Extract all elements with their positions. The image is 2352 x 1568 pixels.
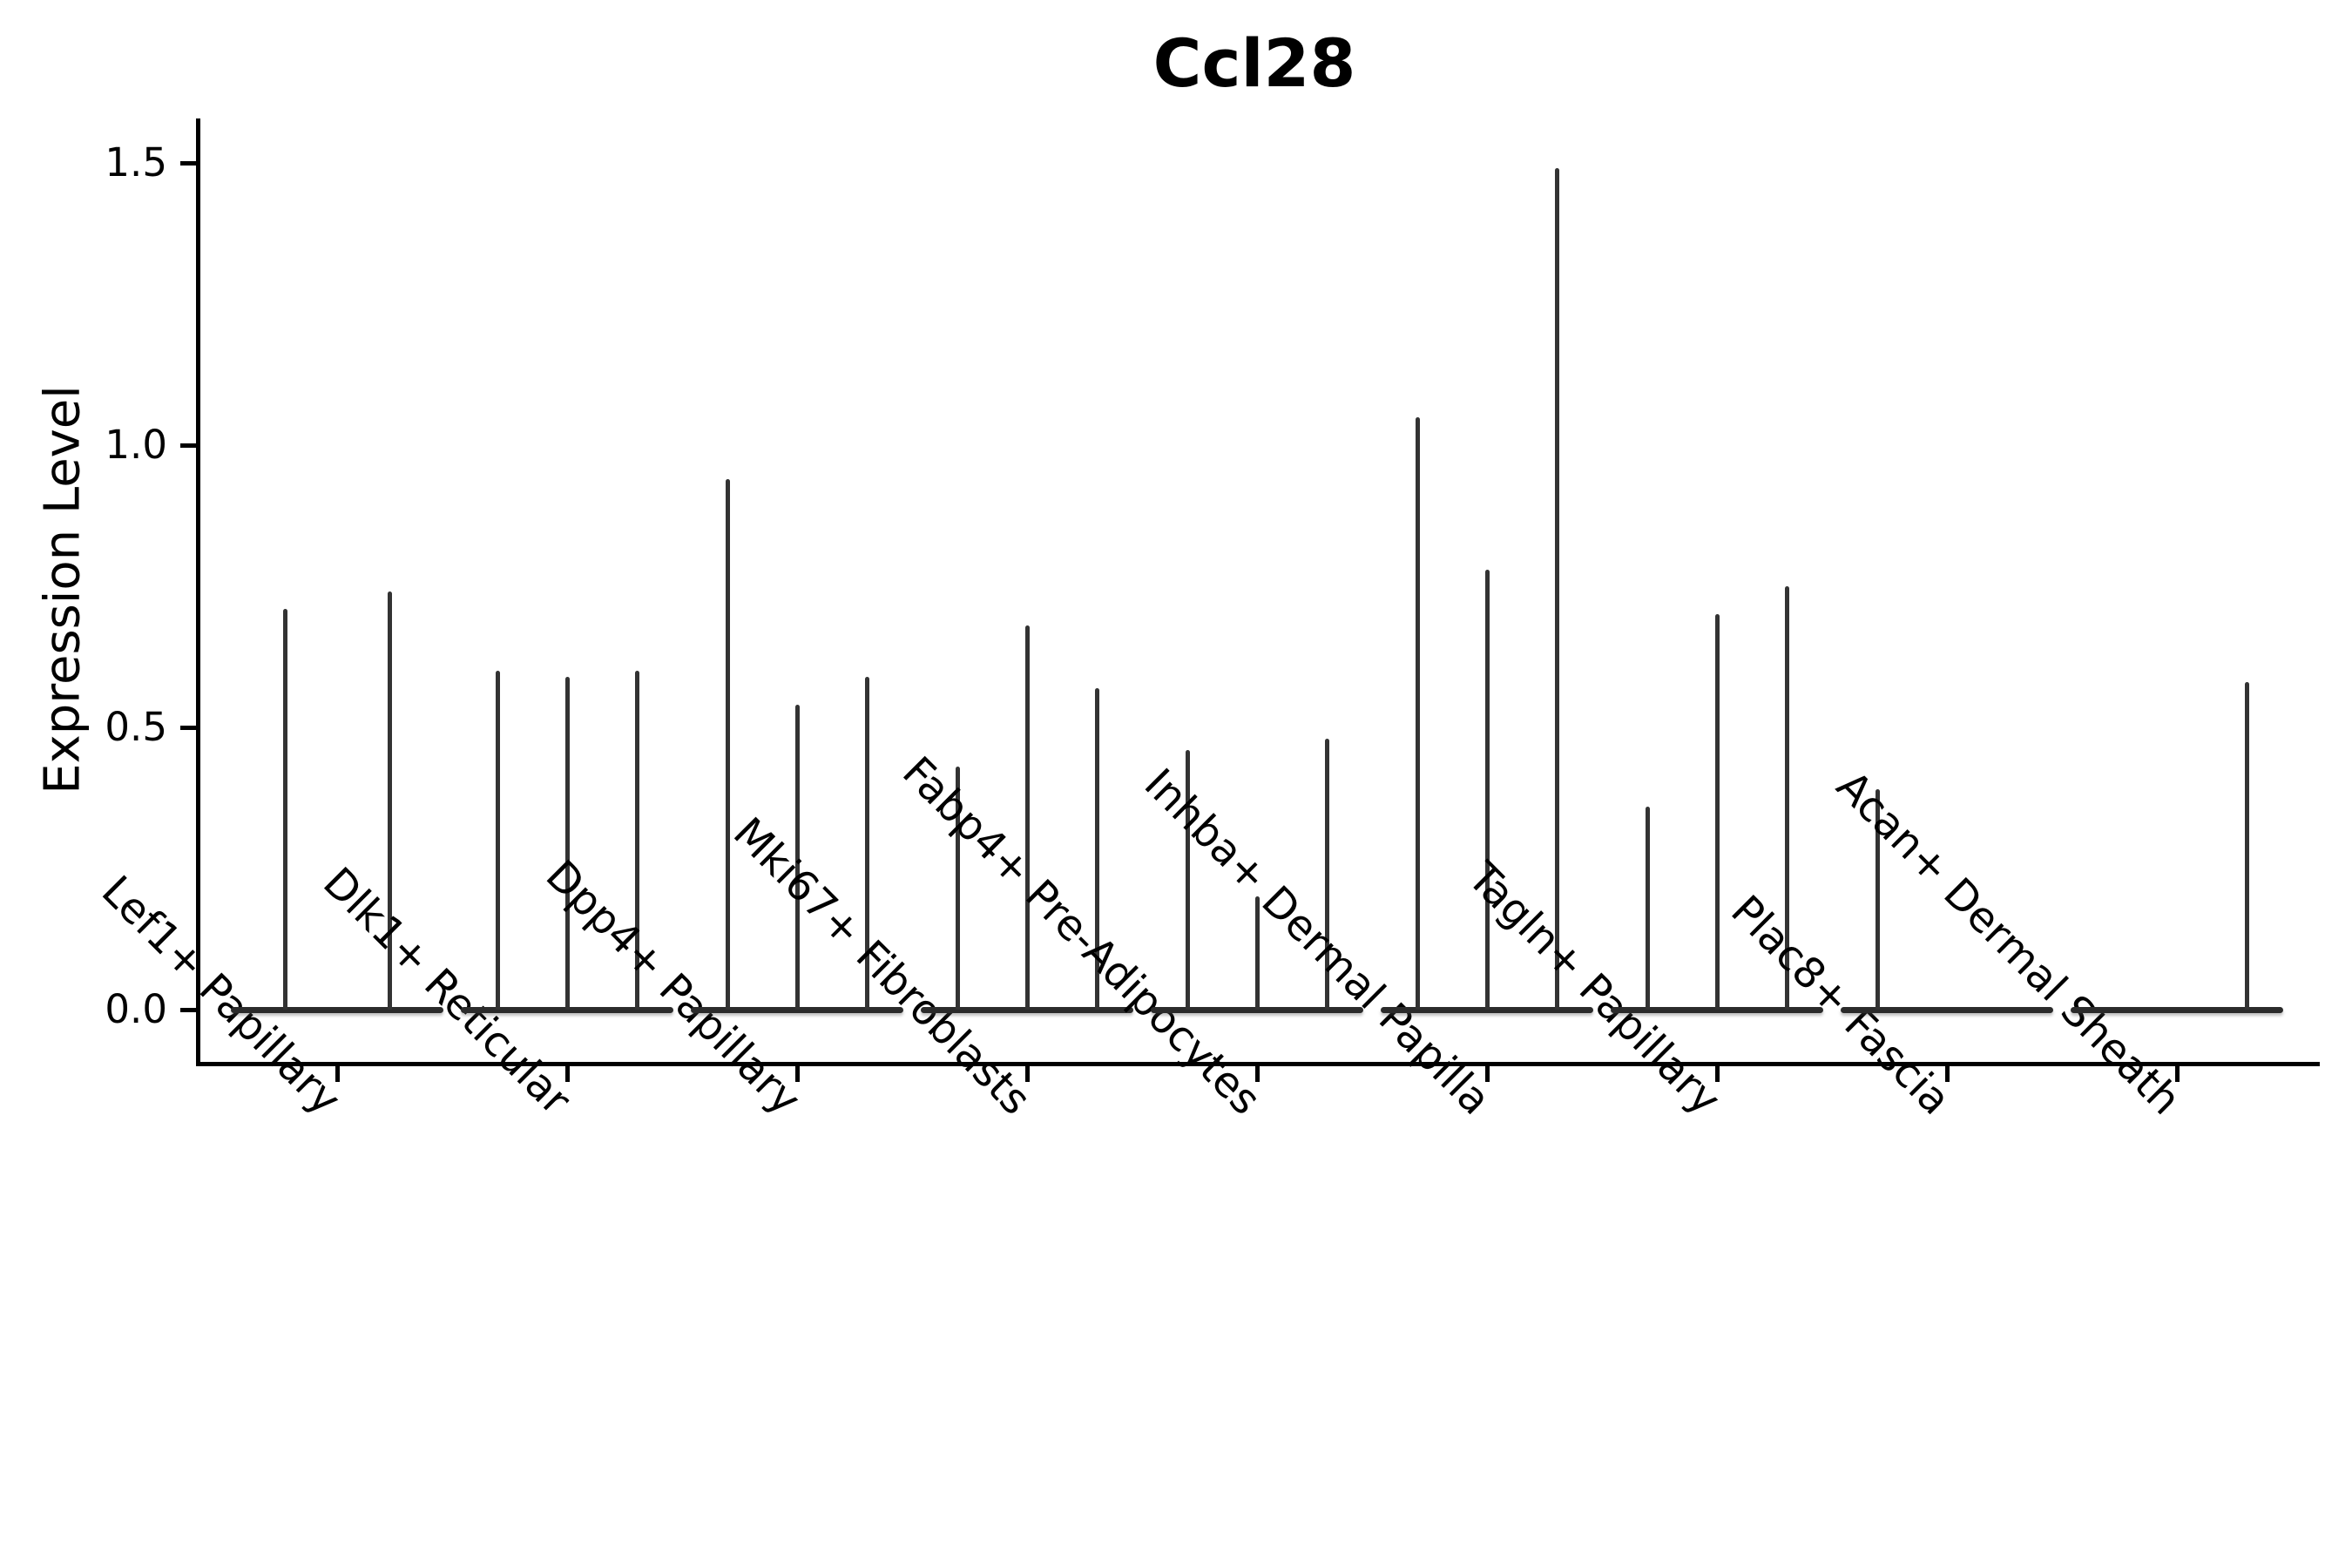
violin-baseline [1841,1007,2053,1013]
violin-spike [282,608,287,1010]
violin-baseline [461,1007,673,1013]
violin-spike [1875,789,1880,1010]
y-axis-spine [196,118,200,1066]
x-tick-mark [1715,1066,1720,1082]
chart-title: Ccl28 [1152,24,1356,102]
violin-baseline [1611,1007,1823,1013]
x-tick-mark [1255,1066,1260,1082]
violin-baseline [691,1007,903,1013]
x-tick-mark [1945,1066,1950,1082]
x-tick-label: Plac8+ Fascia [1721,886,1960,1125]
violin-spike [1714,614,1720,1010]
y-tick-mark [180,443,198,448]
violin-baseline [921,1007,1133,1013]
y-tick-label: 0.0 [105,986,167,1032]
violin-spike [1415,416,1420,1010]
x-tick-label: Dlk1+ Reticular [314,858,580,1125]
violin-spike [794,705,800,1010]
x-tick-mark [1485,1066,1490,1082]
y-tick-label: 1.0 [105,422,167,468]
x-tick-mark [2175,1066,2180,1082]
violin-spike [1645,806,1650,1010]
x-tick-label: Dpp4+ Papillary [536,850,810,1125]
y-tick-mark [180,161,198,166]
x-tick-label: Tagln+ Papillary [1458,853,1730,1125]
violin-spike [1024,625,1030,1010]
violin-baseline [1381,1007,1593,1013]
violin-spike [955,767,960,1010]
violin-spike [2244,682,2249,1010]
violin-baseline [2071,1007,2283,1013]
violin-spike [725,478,730,1010]
y-tick-mark [180,1008,198,1012]
violin-spike [1094,687,1099,1010]
y-tick-mark [180,726,198,730]
violin-spike [387,591,392,1010]
violin-baseline [1151,1007,1363,1013]
y-tick-label: 1.5 [105,139,167,186]
violin-spike [864,676,869,1010]
violin-spike [1784,586,1789,1010]
x-tick-mark [565,1066,570,1082]
violin-spike [1185,749,1190,1010]
x-axis-spine [196,1062,2320,1066]
x-tick-mark [795,1066,800,1082]
violin-spike [1554,168,1559,1010]
violin-spike [495,671,500,1010]
x-tick-mark [1025,1066,1030,1082]
violin-spike [1324,738,1329,1010]
violin-spike [1484,569,1490,1010]
violin-baseline [231,1007,443,1013]
y-tick-label: 0.5 [105,704,167,750]
x-tick-mark [335,1066,340,1082]
violin-spike [564,676,570,1010]
violin-spike [634,671,639,1010]
violin-spike [1254,896,1260,1010]
